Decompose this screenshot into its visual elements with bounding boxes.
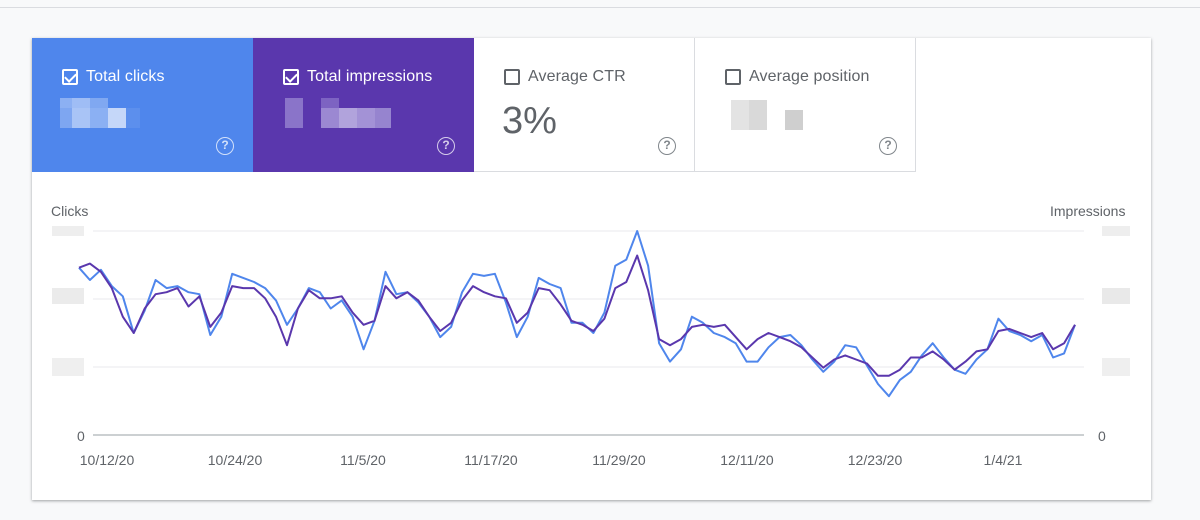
series-line-impressions <box>78 254 1076 377</box>
tile-average-position[interactable]: Average position ? <box>695 38 916 172</box>
top-divider <box>0 0 1200 8</box>
metric-tiles: Total clicks ? Total impressions <box>32 38 916 172</box>
tile-average-ctr-header: Average CTR <box>504 68 626 86</box>
help-icon[interactable]: ? <box>879 137 897 155</box>
help-icon[interactable]: ? <box>658 137 676 155</box>
performance-card: Total clicks ? Total impressions <box>32 38 1151 500</box>
x-tick-label: 12/11/20 <box>720 452 774 468</box>
tile-total-impressions[interactable]: Total impressions ? <box>253 38 474 172</box>
y-axis-right-title: Impressions <box>1050 203 1126 219</box>
tile-total-impressions-header: Total impressions <box>283 68 432 86</box>
x-tick-label: 11/17/20 <box>464 452 518 468</box>
x-tick-label: 10/24/20 <box>207 452 263 468</box>
tile-average-ctr[interactable]: Average CTR 3% ? <box>474 38 695 172</box>
x-tick-label: 11/5/20 <box>340 452 386 468</box>
checkbox-average-ctr[interactable] <box>504 69 520 85</box>
checkbox-total-impressions[interactable] <box>283 69 299 85</box>
tile-average-position-label: Average position <box>749 68 870 85</box>
tile-total-clicks[interactable]: Total clicks ? <box>32 38 253 172</box>
x-tick-label: 11/29/20 <box>592 452 646 468</box>
performance-chart <box>78 230 1084 436</box>
checkbox-average-position[interactable] <box>725 69 741 85</box>
y-axis-right-zero: 0 <box>1098 428 1106 444</box>
help-icon[interactable]: ? <box>437 137 455 155</box>
checkbox-total-clicks[interactable] <box>62 69 78 85</box>
tile-total-clicks-label: Total clicks <box>86 68 165 85</box>
x-tick-label: 10/12/20 <box>79 452 135 468</box>
tile-average-ctr-label: Average CTR <box>528 68 626 85</box>
series-line-clicks <box>78 230 1076 398</box>
help-icon[interactable]: ? <box>216 137 234 155</box>
x-tick-label: 1/4/21 <box>983 452 1023 468</box>
tile-total-impressions-label: Total impressions <box>307 68 433 85</box>
y-axis-left-title: Clicks <box>51 203 89 219</box>
tile-total-clicks-header: Total clicks <box>62 68 165 86</box>
tile-average-position-header: Average position <box>725 68 870 86</box>
tile-average-ctr-value: 3% <box>502 100 557 142</box>
y-axis-left-zero: 0 <box>77 428 85 444</box>
x-tick-label: 12/23/20 <box>847 452 903 468</box>
